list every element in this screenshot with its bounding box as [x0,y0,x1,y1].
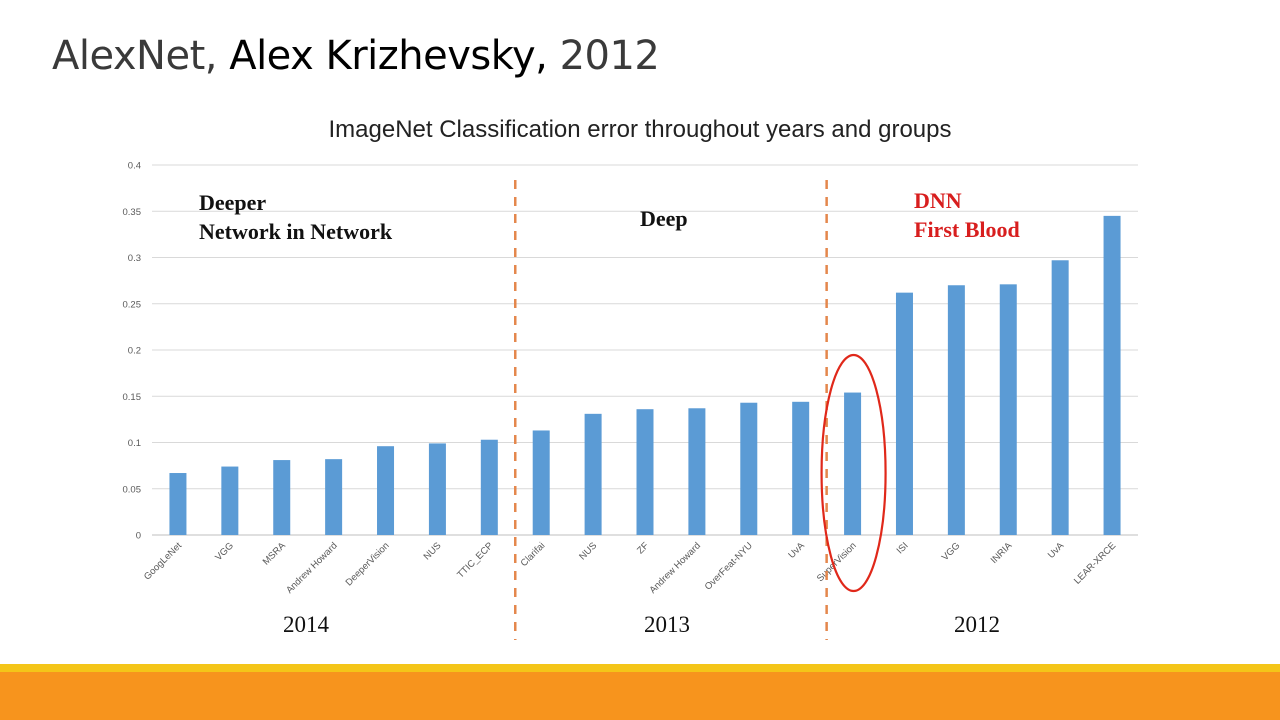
y-tick-label: 0.3 [128,253,141,264]
y-tick-label: 0.4 [128,161,141,172]
bar [169,473,187,535]
x-tick-label: ZF [635,540,651,556]
annotation-deep: Deep [640,206,688,231]
y-tick-label: 0.35 [123,207,142,218]
x-tick-label: GoogLeNet [142,540,184,582]
x-tick-label: NUS [577,540,599,562]
annotation-deeper: Deeper [199,190,266,215]
error-bar-chart: ImageNet Classification error throughout… [123,116,1138,640]
x-tick-label: DeeperVision [344,540,392,588]
y-tick-label: 0 [136,531,141,542]
x-tick-label: MSRA [261,540,289,568]
x-tick-label: LEAR-XRCE [1072,540,1118,586]
bar [895,292,913,535]
bar [532,430,550,535]
x-tick-label: UvA [1046,540,1067,561]
x-tick-label: INRIA [989,540,1015,566]
annotation-network-in-network: Network in Network [199,219,393,244]
bar [688,408,706,535]
bar [844,392,862,535]
y-tick-label: 0.15 [123,392,142,403]
bar [428,443,446,535]
y-tick-label: 0.2 [128,346,141,357]
x-tick-label: SuperVision [815,540,859,584]
annotation-first-blood: First Blood [914,217,1020,242]
annotation-dnn: DNN [914,188,962,213]
bar [584,413,602,535]
y-tick-label: 0.05 [123,484,142,495]
x-tick-label: VGG [940,540,963,563]
y-tick-label: 0.1 [128,438,141,449]
x-tick-label: TTIC_ECP [455,540,495,580]
highlight-circle [820,353,887,593]
x-tick-label: Clarifai [519,540,548,569]
footer-yellow-stripe [0,664,1280,672]
bar [636,409,654,535]
x-tick-label: Andrew Howard [284,540,340,596]
title-author: Alex Krizhevsky, [229,33,548,79]
title-year: 2012 [559,33,660,79]
bar [1103,215,1121,535]
x-tick-label: UvA [786,540,807,561]
bar [1051,260,1069,535]
x-tick-label: Andrew Howard [647,540,703,596]
footer-orange-band [0,672,1280,720]
bar [480,439,498,535]
x-tick-label: NUS [422,540,444,562]
bar [377,446,395,535]
x-tick-label: ISI [895,540,911,556]
year-label: 2013 [644,612,690,637]
bar [273,460,291,535]
bar [221,466,239,535]
bar [999,284,1017,535]
x-tick-label: VGG [213,540,236,563]
x-tick-label: OverFeat-NYU [703,540,755,592]
year-label: 2014 [283,612,330,637]
slide-title: AlexNet, Alex Krizhevsky, 2012 [52,33,660,79]
bar [325,459,343,535]
bar [947,285,965,535]
chart-title: ImageNet Classification error throughout… [329,116,952,143]
y-tick-label: 0.25 [123,299,142,310]
bar [792,401,810,535]
title-prefix: AlexNet, [52,33,217,79]
year-label: 2012 [954,612,1000,637]
bar [740,402,758,535]
